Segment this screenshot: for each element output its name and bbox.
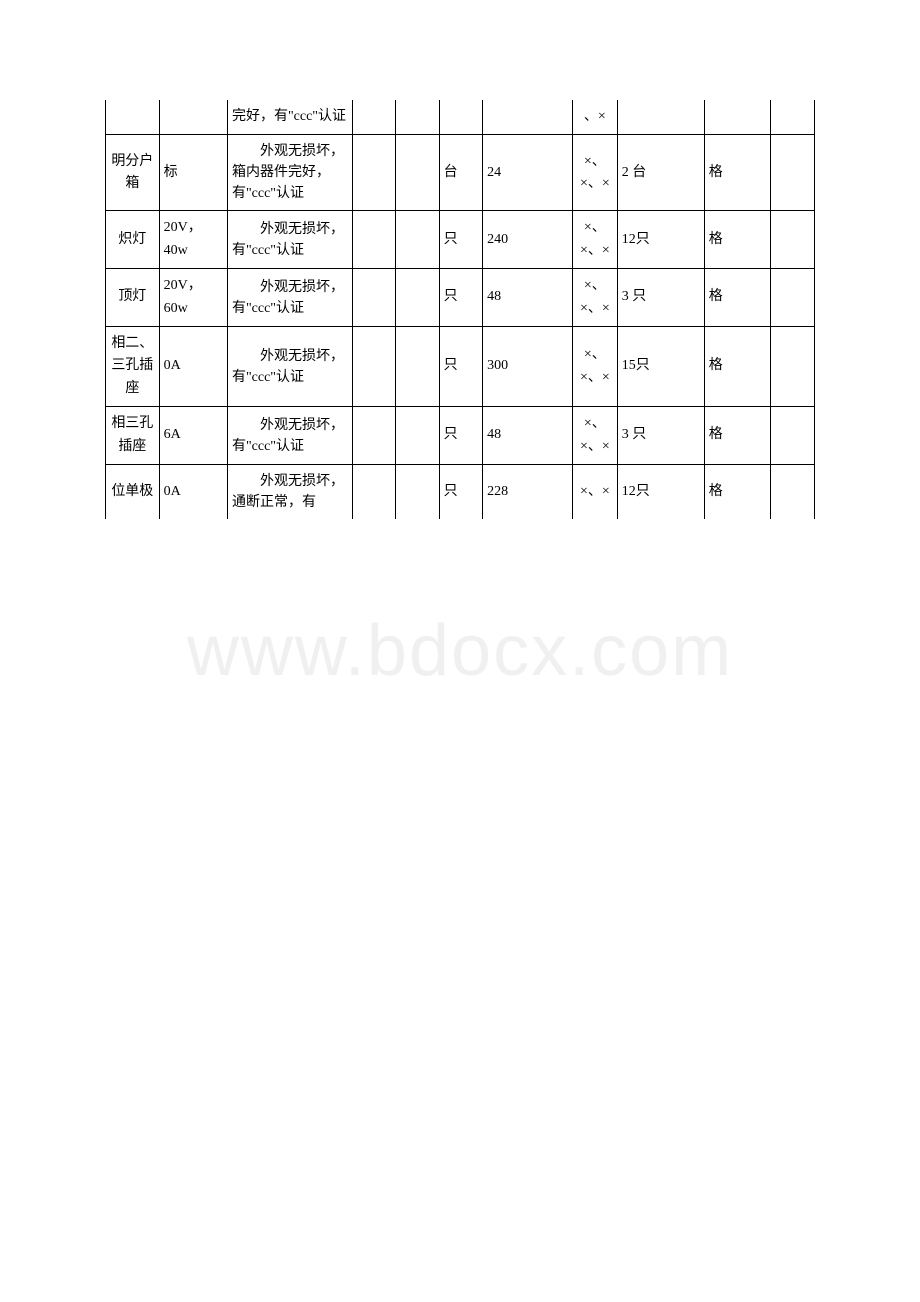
cell-desc: 外观无损坏，有"ccc"认证	[227, 269, 352, 327]
cell-name: 位单极	[106, 464, 160, 519]
table-row: 炽灯 20V，40w 外观无损坏，有"ccc"认证 只 240 ×、×、× 12…	[106, 211, 815, 269]
watermark: www.bdocx.com	[187, 610, 733, 692]
cell-blank	[771, 135, 815, 211]
cell-result: 格	[704, 269, 771, 327]
cell-mark: ×、×、×	[572, 211, 617, 269]
cell-blank	[352, 464, 395, 519]
cell-blank	[396, 100, 439, 135]
cell-blank	[396, 407, 439, 465]
cell-blank	[352, 269, 395, 327]
cell-unit: 只	[439, 407, 482, 465]
cell-result: 格	[704, 211, 771, 269]
cell-blank	[771, 269, 815, 327]
cell-desc: 完好，有"ccc"认证	[227, 100, 352, 135]
cell-name: 炽灯	[106, 211, 160, 269]
cell-result	[704, 100, 771, 135]
cell-desc: 外观无损坏，有"ccc"认证	[227, 407, 352, 465]
cell-desc: 外观无损坏，通断正常，有	[227, 464, 352, 519]
cell-blank	[771, 407, 815, 465]
cell-result: 格	[704, 464, 771, 519]
cell-sample: 12只	[617, 464, 704, 519]
table-row: 相二、三孔插座 0A 外观无损坏，有"ccc"认证 只 300 ×、×、× 15…	[106, 326, 815, 406]
cell-name	[106, 100, 160, 135]
cell-name: 顶灯	[106, 269, 160, 327]
cell-spec: 20V，40w	[159, 211, 227, 269]
table-row: 位单极 0A 外观无损坏，通断正常，有 只 228 ×、× 12只 格	[106, 464, 815, 519]
cell-mark: ×、×、×	[572, 269, 617, 327]
cell-name: 相二、三孔插座	[106, 326, 160, 406]
cell-sample	[617, 100, 704, 135]
cell-blank	[771, 464, 815, 519]
table-row: 明分户箱 标 外观无损坏，箱内器件完好，有"ccc"认证 台 24 ×、×、× …	[106, 135, 815, 211]
cell-blank	[396, 326, 439, 406]
cell-desc: 外观无损坏，箱内器件完好，有"ccc"认证	[227, 135, 352, 211]
cell-sample: 3 只	[617, 269, 704, 327]
cell-blank	[352, 211, 395, 269]
cell-sample: 12只	[617, 211, 704, 269]
cell-desc: 外观无损坏，有"ccc"认证	[227, 211, 352, 269]
cell-spec: 20V，60w	[159, 269, 227, 327]
cell-blank	[771, 326, 815, 406]
cell-spec: 0A	[159, 326, 227, 406]
cell-mark: ×、×、×	[572, 326, 617, 406]
cell-blank	[396, 269, 439, 327]
cell-result: 格	[704, 326, 771, 406]
cell-blank	[396, 211, 439, 269]
cell-sample: 3 只	[617, 407, 704, 465]
cell-blank	[352, 407, 395, 465]
cell-spec: 6A	[159, 407, 227, 465]
cell-mark: 、×	[572, 100, 617, 135]
cell-desc: 外观无损坏，有"ccc"认证	[227, 326, 352, 406]
table-row: 顶灯 20V，60w 外观无损坏，有"ccc"认证 只 48 ×、×、× 3 只…	[106, 269, 815, 327]
cell-unit: 只	[439, 464, 482, 519]
cell-blank	[771, 211, 815, 269]
cell-blank	[396, 135, 439, 211]
cell-spec: 0A	[159, 464, 227, 519]
cell-qty: 228	[483, 464, 573, 519]
cell-blank	[352, 135, 395, 211]
cell-sample: 15只	[617, 326, 704, 406]
cell-blank	[396, 464, 439, 519]
cell-unit: 只	[439, 269, 482, 327]
cell-result: 格	[704, 407, 771, 465]
cell-unit: 只	[439, 211, 482, 269]
cell-unit	[439, 100, 482, 135]
cell-sample: 2 台	[617, 135, 704, 211]
cell-blank	[771, 100, 815, 135]
cell-blank	[352, 100, 395, 135]
cell-blank	[352, 326, 395, 406]
cell-qty: 300	[483, 326, 573, 406]
cell-qty: 240	[483, 211, 573, 269]
cell-spec	[159, 100, 227, 135]
table-row: 完好，有"ccc"认证 、×	[106, 100, 815, 135]
cell-spec: 标	[159, 135, 227, 211]
data-table: 完好，有"ccc"认证 、× 明分户箱 标 外观无损坏，箱内器件完好，有"ccc…	[105, 100, 815, 519]
cell-qty	[483, 100, 573, 135]
table-row: 相三孔插座 6A 外观无损坏，有"ccc"认证 只 48 ×、×、× 3 只 格	[106, 407, 815, 465]
cell-qty: 48	[483, 269, 573, 327]
cell-unit: 只	[439, 326, 482, 406]
cell-name: 明分户箱	[106, 135, 160, 211]
cell-name: 相三孔插座	[106, 407, 160, 465]
cell-mark: ×、×	[572, 464, 617, 519]
cell-unit: 台	[439, 135, 482, 211]
cell-mark: ×、×、×	[572, 135, 617, 211]
cell-mark: ×、×、×	[572, 407, 617, 465]
cell-qty: 24	[483, 135, 573, 211]
cell-qty: 48	[483, 407, 573, 465]
cell-result: 格	[704, 135, 771, 211]
